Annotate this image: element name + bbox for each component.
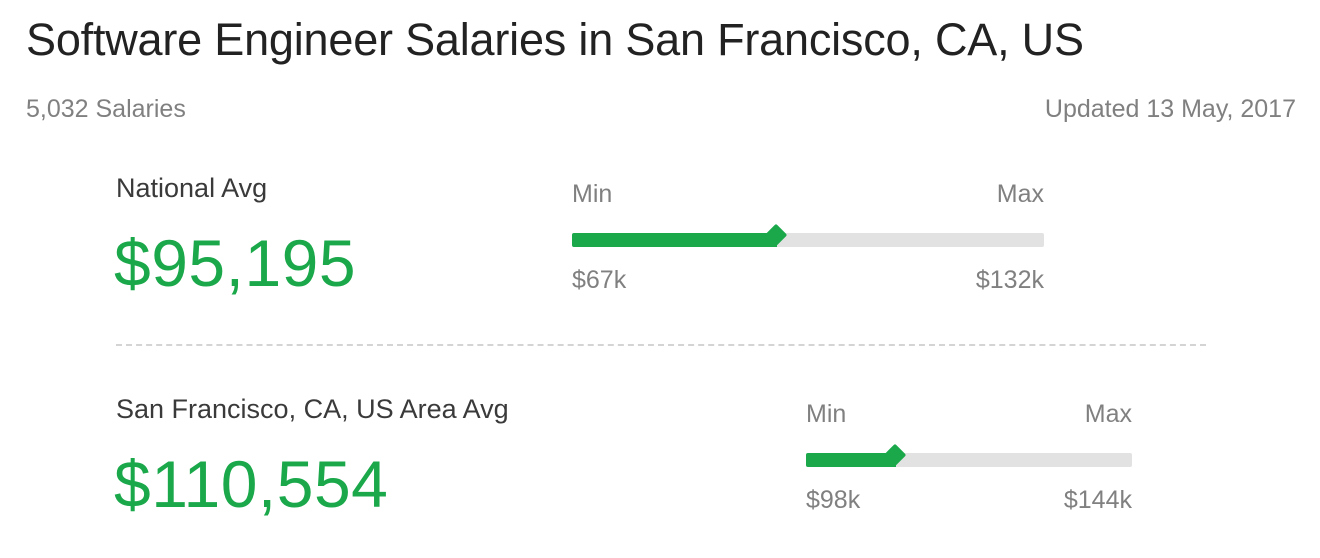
salary-count: 5,032 Salaries (26, 95, 186, 123)
range-min-value: $98k (806, 486, 861, 514)
range-min-value: $67k (572, 266, 627, 294)
range-max-value: $132k (975, 266, 1044, 294)
national-avg-value: $95,195 (114, 226, 357, 300)
area-avg-value: $110,554 (114, 447, 389, 521)
range-max-value: $144k (1063, 486, 1132, 514)
national-salary-range: Min Max $67k $132k (572, 180, 1044, 300)
range-max-label: Max (1084, 400, 1132, 428)
area-avg-label: San Francisco, CA, US Area Avg (116, 394, 509, 424)
range-min-label: Min (572, 180, 613, 208)
updated-date: Updated 13 May, 2017 (1044, 95, 1296, 123)
page-title: Software Engineer Salaries in San Franci… (26, 14, 1084, 65)
area-salary-range: Min Max $98k $144k (806, 400, 1132, 520)
section-divider (116, 344, 1206, 346)
national-avg-label: National Avg (116, 173, 268, 203)
range-track (806, 443, 1132, 467)
range-track (572, 223, 1044, 247)
range-fill (806, 453, 896, 467)
range-fill (572, 233, 778, 247)
range-min-label: Min (806, 400, 847, 428)
range-max-label: Max (996, 180, 1044, 208)
